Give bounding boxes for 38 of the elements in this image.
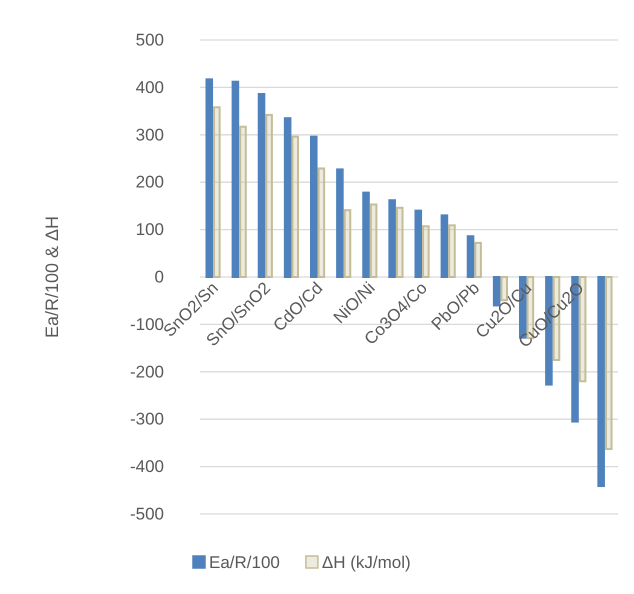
y-tick-label: -100 — [130, 314, 164, 334]
bar — [336, 168, 344, 278]
y-tick-label: -300 — [130, 410, 164, 429]
legend-label: ΔH (kJ/mol) — [322, 553, 411, 572]
bar — [422, 225, 430, 278]
bar — [344, 209, 352, 278]
bar — [604, 276, 613, 450]
y-tick-label: 0 — [154, 267, 164, 286]
bar — [440, 214, 448, 278]
y-axis-title: Ea/R/100 & ΔH — [42, 216, 62, 338]
bar — [474, 242, 482, 278]
bar — [414, 210, 422, 278]
bar — [597, 276, 605, 488]
bar — [448, 224, 456, 278]
y-tick-label: 500 — [136, 30, 164, 50]
bar — [205, 78, 214, 278]
bar — [265, 114, 273, 278]
y-tick-label: -500 — [130, 504, 164, 524]
bar — [213, 106, 221, 278]
bar — [318, 167, 326, 278]
bar — [258, 93, 266, 278]
bar — [291, 136, 300, 278]
bar — [239, 126, 247, 278]
legend-label: Ea/R/100 — [209, 553, 280, 572]
y-tick-label: 200 — [136, 172, 164, 192]
bar — [396, 206, 404, 278]
y-tick-label: 300 — [136, 125, 164, 144]
bar — [232, 80, 240, 278]
bar — [466, 235, 474, 278]
bar — [362, 192, 370, 278]
bar — [310, 136, 318, 278]
bar — [388, 199, 396, 278]
y-tick-label: 100 — [136, 220, 164, 240]
bar — [370, 203, 378, 278]
y-tick-label: -400 — [130, 457, 164, 476]
y-tick-label: -200 — [130, 362, 164, 382]
bar — [284, 117, 292, 278]
y-tick-label: 400 — [136, 78, 164, 97]
